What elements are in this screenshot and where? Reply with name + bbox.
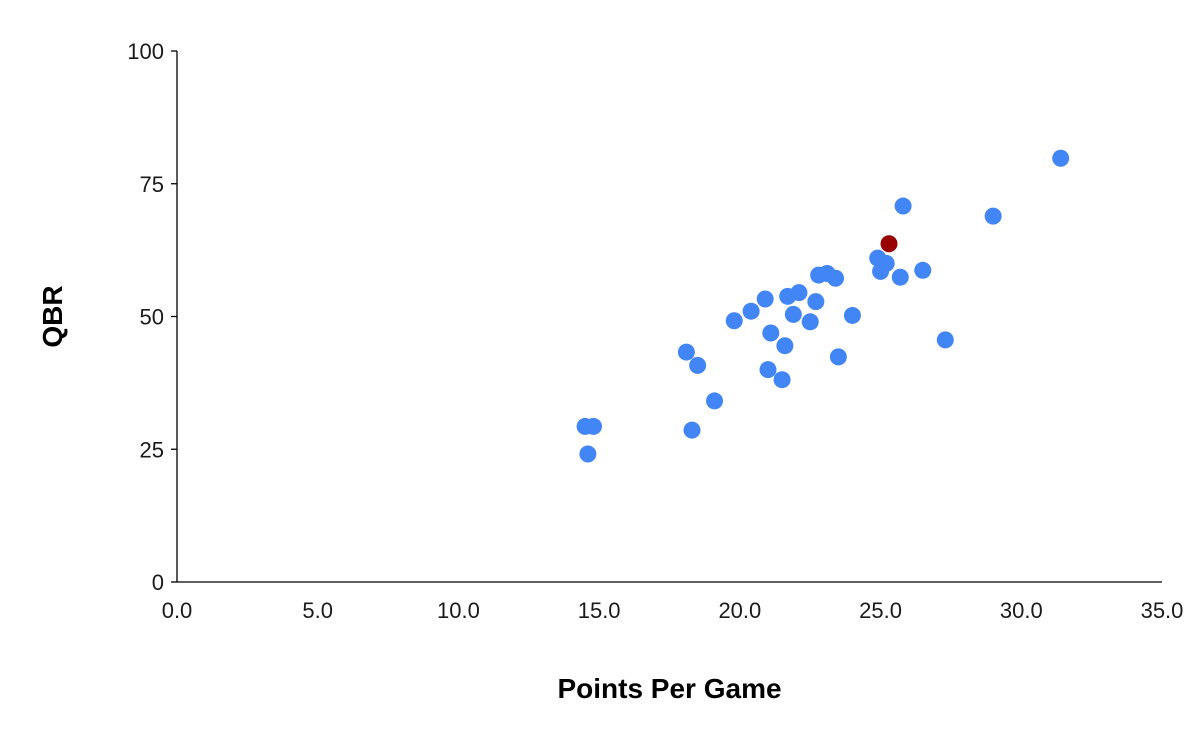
x-tick-label: 15.0 — [578, 598, 621, 623]
data-point — [843, 306, 861, 324]
data-point — [829, 348, 847, 366]
data-point — [914, 261, 932, 279]
y-axis-ticks: 0 25 50 75 100 — [127, 39, 177, 595]
y-tick-label: 25 — [140, 437, 164, 462]
data-point — [891, 268, 909, 286]
data-point — [585, 417, 603, 435]
x-tick-label: 30.0 — [1000, 598, 1043, 623]
data-point — [790, 284, 808, 302]
data-point — [759, 361, 777, 379]
data-point — [784, 305, 802, 323]
data-point — [984, 207, 1002, 225]
data-point — [807, 293, 825, 311]
x-tick-label: 25.0 — [859, 598, 902, 623]
data-point — [827, 269, 845, 287]
data-point — [677, 343, 695, 361]
y-axis-title: QBR — [37, 285, 68, 347]
highlighted-data-point — [880, 235, 898, 253]
data-point — [936, 331, 954, 349]
x-tick-label: 0.0 — [162, 598, 193, 623]
data-point — [725, 312, 743, 330]
data-point — [756, 290, 774, 308]
x-axis-title: Points Per Game — [557, 673, 781, 704]
data-point — [706, 392, 724, 410]
data-point — [877, 254, 895, 272]
y-tick-label: 0 — [152, 570, 164, 595]
data-point — [801, 313, 819, 331]
x-tick-label: 35.0 — [1141, 598, 1184, 623]
data-point — [776, 337, 794, 355]
data-point — [894, 197, 912, 215]
data-points — [576, 149, 1070, 463]
data-point — [742, 302, 760, 320]
y-tick-label: 50 — [140, 305, 164, 330]
data-point — [762, 324, 780, 342]
data-point — [689, 356, 707, 374]
y-tick-label: 100 — [127, 39, 164, 64]
data-point — [579, 445, 597, 463]
data-point — [683, 421, 701, 439]
x-tick-label: 20.0 — [718, 598, 761, 623]
data-point — [773, 371, 791, 389]
data-point — [1052, 149, 1070, 167]
x-axis-ticks: 0.0 5.0 10.0 15.0 20.0 25.0 30.0 35.0 — [162, 598, 1184, 623]
y-tick-label: 75 — [140, 172, 164, 197]
x-tick-label: 10.0 — [437, 598, 480, 623]
x-tick-label: 5.0 — [302, 598, 333, 623]
